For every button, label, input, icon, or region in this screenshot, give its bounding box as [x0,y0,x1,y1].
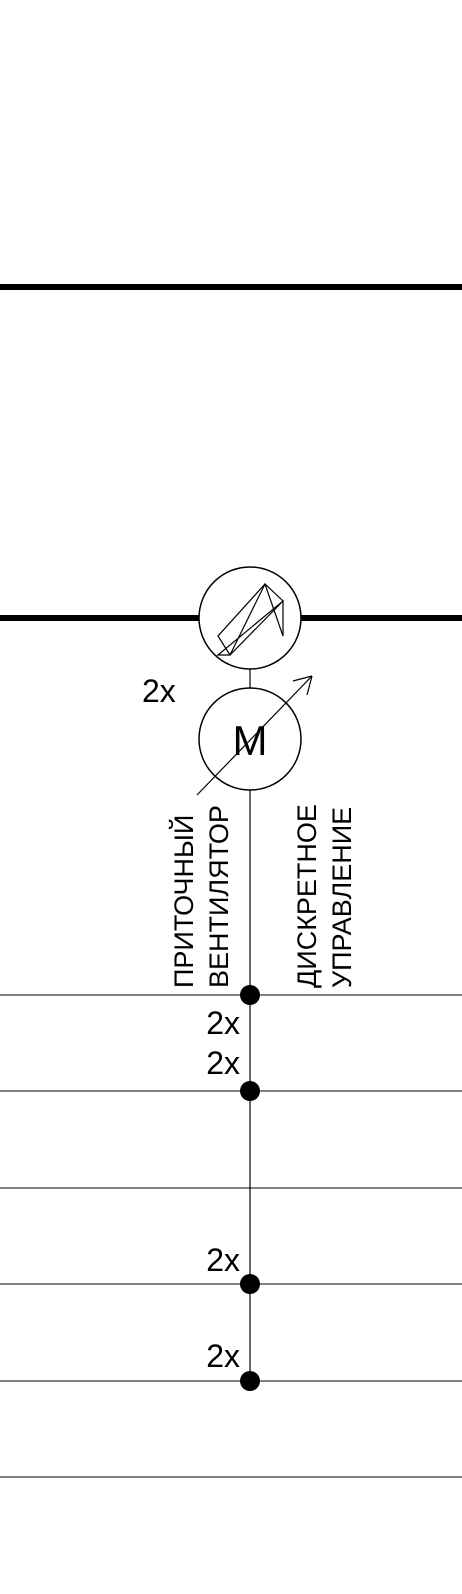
connection-count-label: 2x [206,1242,240,1278]
connection-node [240,1274,260,1294]
control-label-line2: УПРАВЛЕНИЕ [327,807,357,988]
adjustable-arrow-icon [196,675,313,796]
connection-count-label: 2x [206,1005,240,1041]
connection-node [240,985,260,1005]
signal-buses [0,994,462,1478]
motor-count-label: 2x [142,673,176,709]
damper-icon [198,566,302,670]
connection-node [240,1081,260,1101]
connection-count-label: 2x [206,1338,240,1374]
control-label-line1: ДИСКРЕТНОЕ [292,804,322,988]
supply-fan-label-line2: ВЕНТИЛЯТОР [204,805,234,988]
connection-count-label: 2x [206,1045,240,1081]
supply-fan-label-line1: ПРИТОЧНЫЙ [168,815,199,988]
connection-node [240,1371,260,1391]
connection-nodes [240,985,260,1391]
